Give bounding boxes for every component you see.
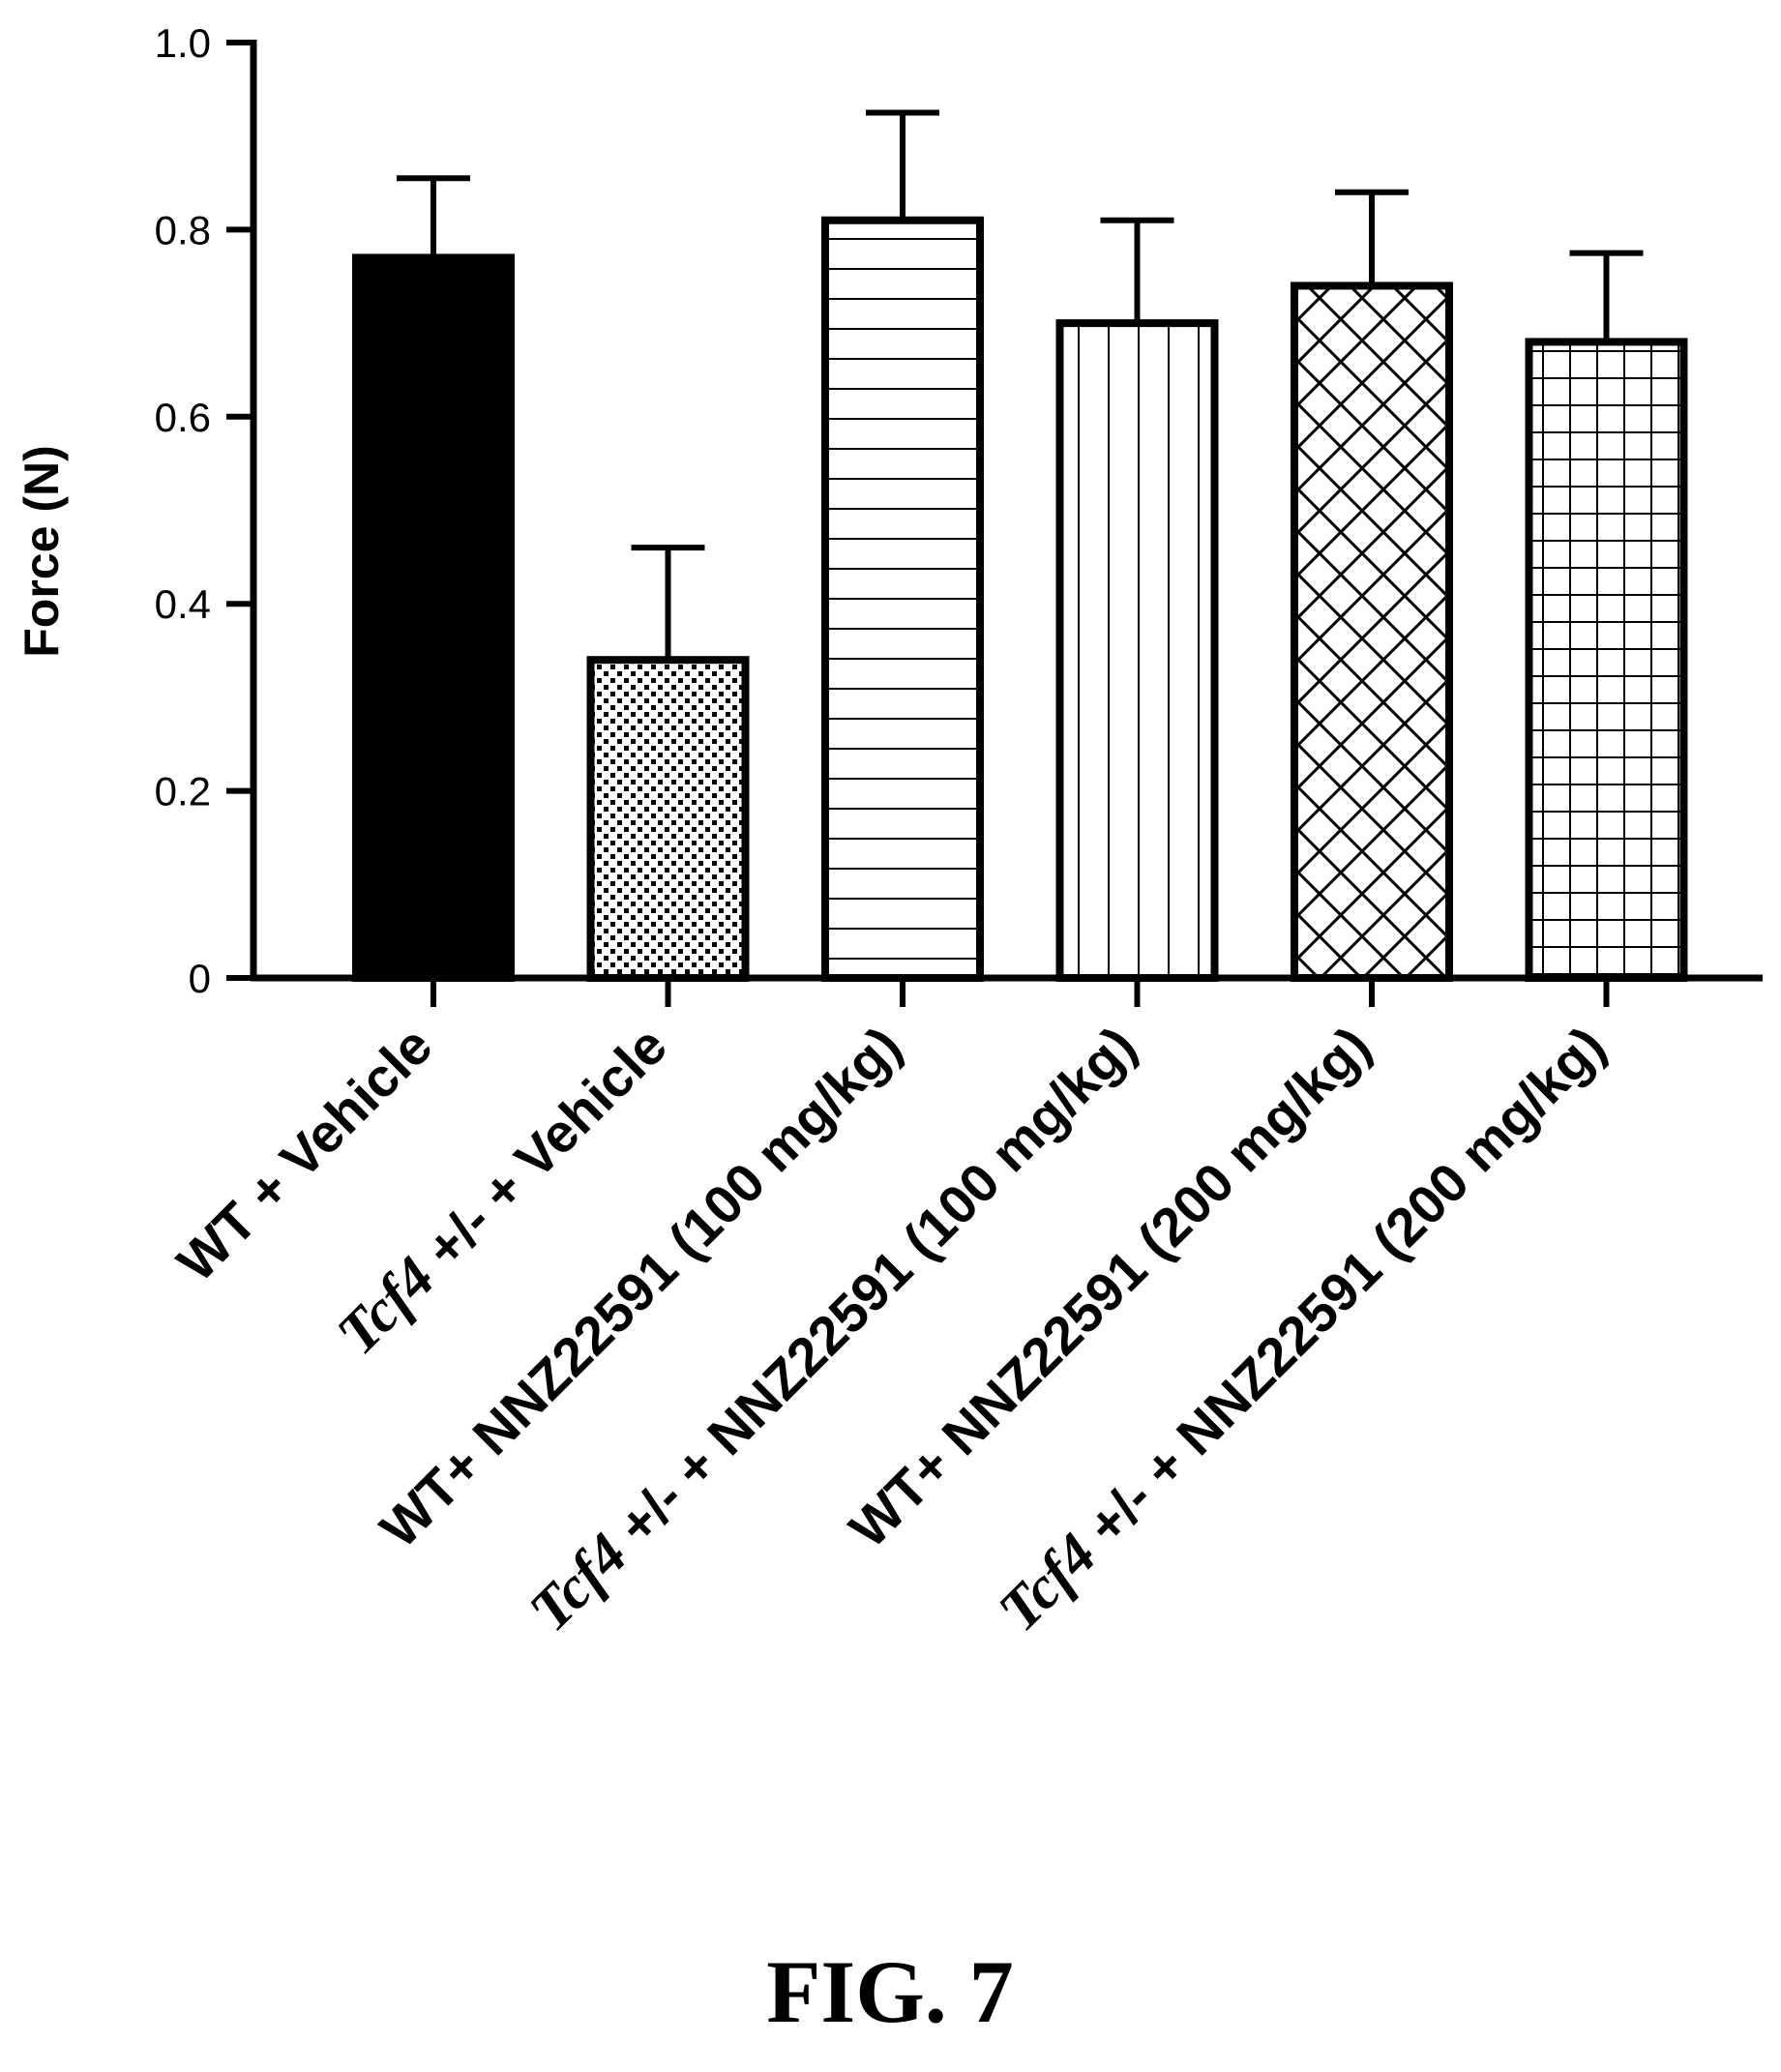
- y-tick-label: 0.8: [155, 207, 211, 252]
- bar-1: [352, 253, 515, 983]
- bar-4: [1055, 319, 1219, 983]
- y-tick-label: 0.6: [155, 395, 211, 440]
- bar-3: [821, 216, 984, 983]
- y-tick-label: 0.2: [155, 769, 211, 814]
- bar-6: [1525, 338, 1688, 982]
- y-axis-label: Force (N): [15, 445, 69, 657]
- bars-group: [352, 216, 1688, 983]
- y-tick-label: 1.0: [155, 20, 211, 66]
- bar-5: [1291, 281, 1453, 983]
- error-bars-group: [397, 109, 1644, 661]
- y-tick-label: 0: [189, 956, 211, 1001]
- figure-label: FIG. 7: [766, 1942, 1014, 2041]
- x-ticks-group: [430, 978, 1610, 1007]
- y-tick-label: 0.4: [155, 581, 211, 627]
- bar-2: [586, 656, 750, 982]
- axes-group: [250, 40, 1763, 982]
- y-ticks-group: 0 0.2 0.4 0.6 0.8 1.0: [155, 20, 253, 1001]
